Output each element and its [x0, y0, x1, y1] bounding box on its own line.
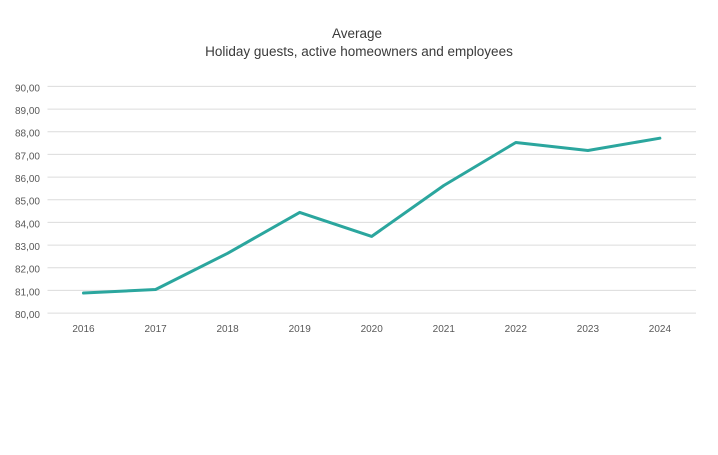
svg-text:87,00: 87,00 [15, 151, 40, 162]
svg-text:2016: 2016 [72, 324, 95, 335]
svg-text:82,00: 82,00 [15, 265, 40, 276]
svg-text:83,00: 83,00 [15, 242, 40, 253]
svg-text:90,00: 90,00 [15, 83, 40, 94]
svg-text:86,00: 86,00 [15, 174, 40, 185]
svg-text:81,00: 81,00 [15, 287, 40, 298]
svg-text:2024: 2024 [649, 324, 672, 335]
svg-text:2020: 2020 [361, 324, 384, 335]
svg-text:Holiday guests, active homeown: Holiday guests, active homeowners and em… [205, 44, 513, 59]
svg-text:2018: 2018 [216, 324, 239, 335]
svg-text:80,00: 80,00 [15, 310, 40, 321]
svg-text:2017: 2017 [144, 324, 167, 335]
svg-text:85,00: 85,00 [15, 197, 40, 208]
svg-text:2021: 2021 [433, 324, 456, 335]
svg-text:2023: 2023 [577, 324, 600, 335]
svg-text:2019: 2019 [289, 324, 312, 335]
svg-text:88,00: 88,00 [15, 129, 40, 140]
svg-text:Average: Average [332, 26, 382, 41]
svg-text:2022: 2022 [505, 324, 528, 335]
svg-text:89,00: 89,00 [15, 106, 40, 117]
svg-text:84,00: 84,00 [15, 219, 40, 230]
